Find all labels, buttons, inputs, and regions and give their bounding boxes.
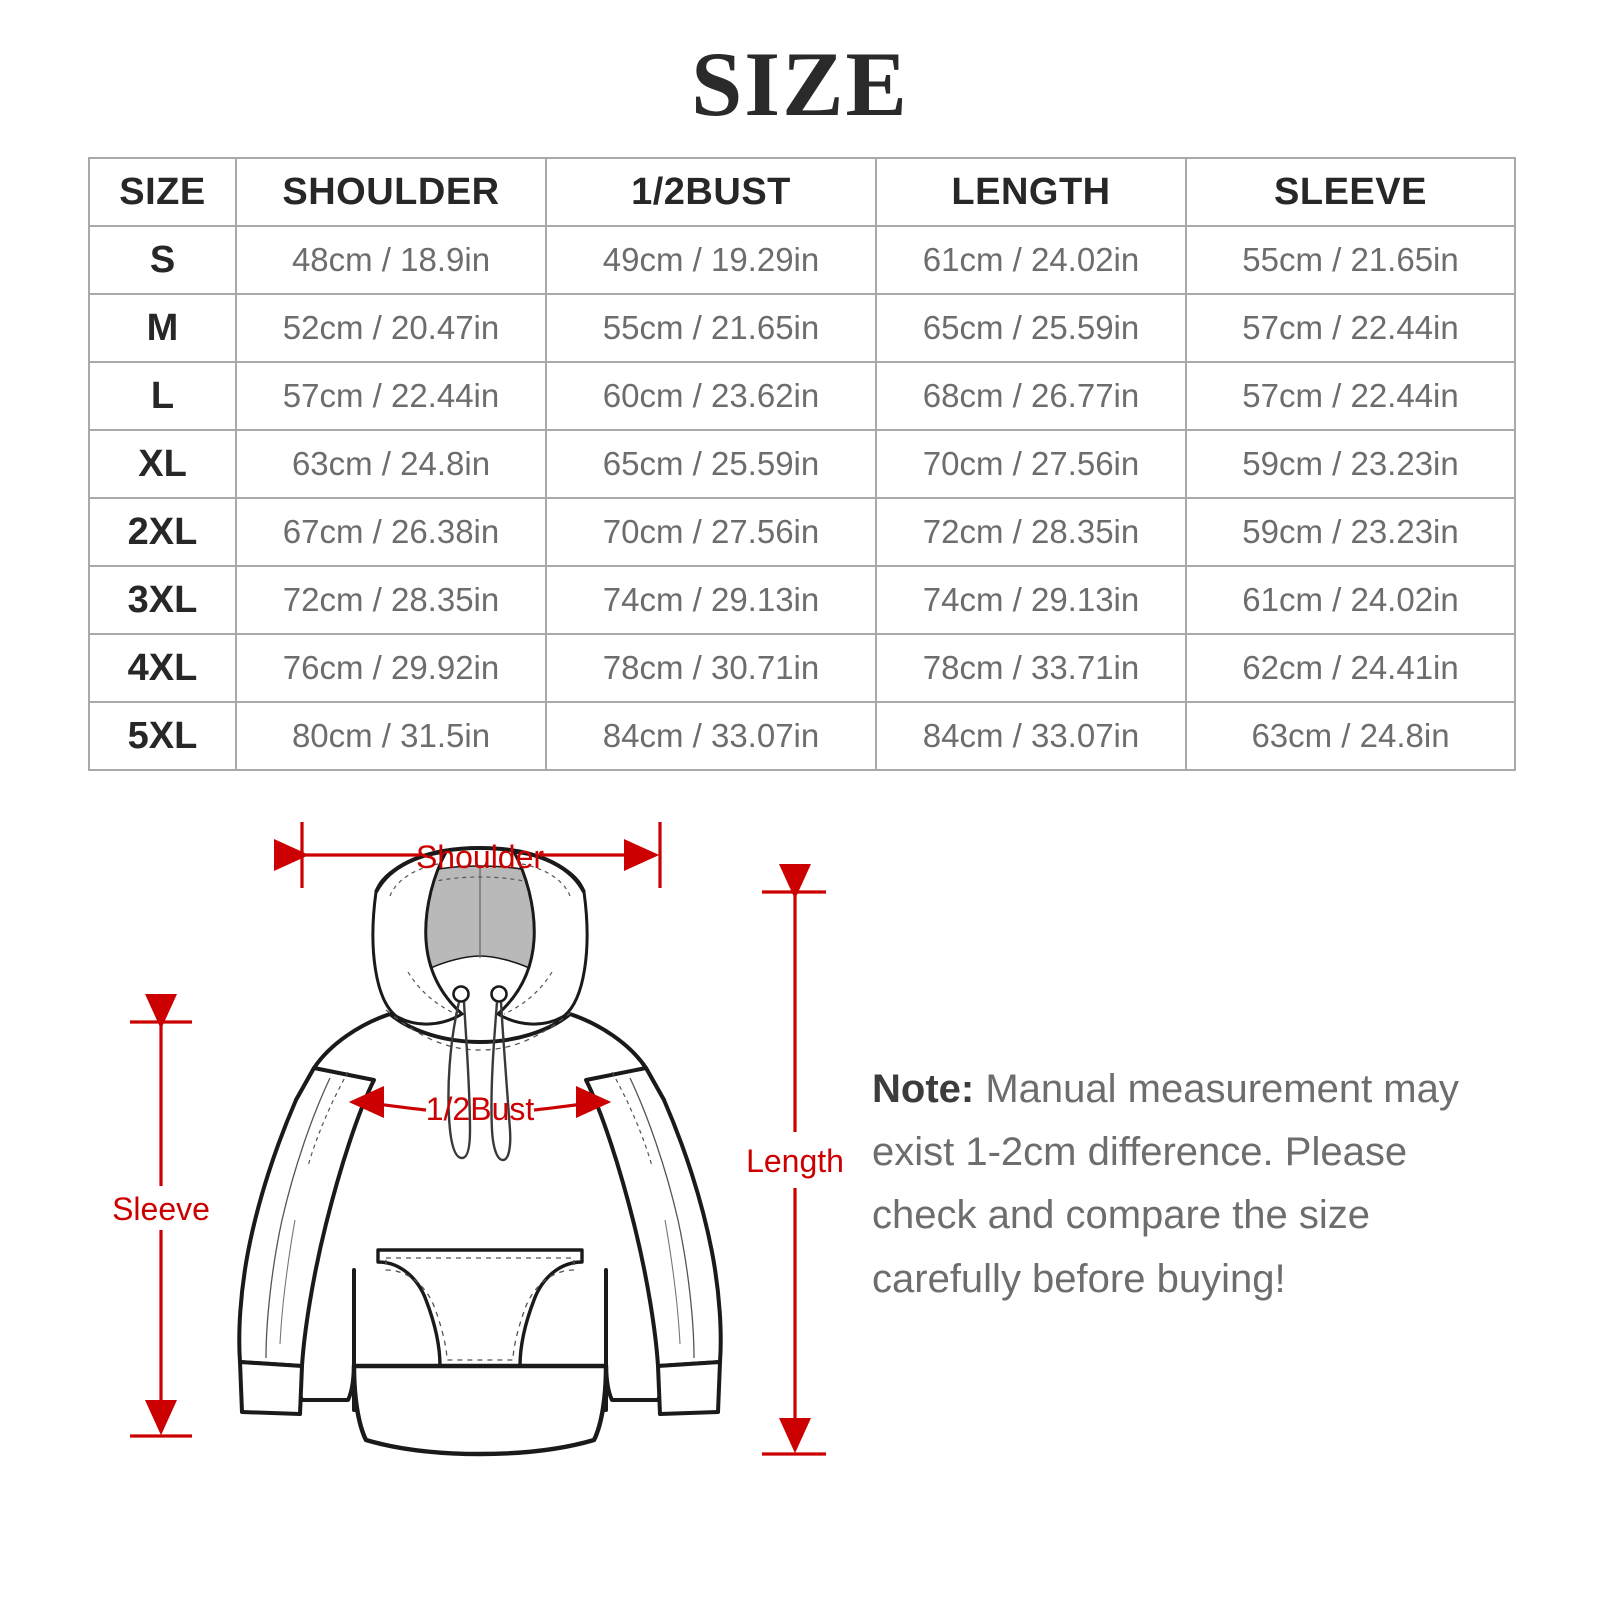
shoulder-measurement-arrow [274, 822, 662, 888]
cell-sleeve: 59cm / 23.23in [1185, 497, 1516, 567]
length-measurement-arrow [762, 864, 826, 1456]
table-row: S 48cm / 18.9in 49cm / 19.29in 61cm / 24… [88, 225, 1516, 295]
cell-size: 3XL [88, 565, 237, 635]
cell-bust: 84cm / 33.07in [545, 701, 877, 771]
cell-size: XL [88, 429, 237, 499]
cell-size: M [88, 293, 237, 363]
shoulder-label: Shoulder [416, 839, 544, 875]
hoodie-measurement-illustration: Shoulder 1/2Bust Length Sleeve [90, 800, 850, 1500]
cell-length: 72cm / 28.35in [875, 497, 1187, 567]
size-chart-table: SIZE SHOULDER 1/2BUST LENGTH SLEEVE S 48… [88, 157, 1516, 771]
bust-label: 1/2Bust [426, 1091, 535, 1127]
table-row: 4XL 76cm / 29.92in 78cm / 30.71in 78cm /… [88, 633, 1516, 703]
cell-bust: 74cm / 29.13in [545, 565, 877, 635]
sleeve-label: Sleeve [112, 1191, 210, 1227]
cell-shoulder: 63cm / 24.8in [235, 429, 547, 499]
cell-length: 70cm / 27.56in [875, 429, 1187, 499]
cell-sleeve: 55cm / 21.65in [1185, 225, 1516, 295]
cell-shoulder: 48cm / 18.9in [235, 225, 547, 295]
cell-bust: 70cm / 27.56in [545, 497, 877, 567]
cell-size: S [88, 225, 237, 295]
table-row: M 52cm / 20.47in 55cm / 21.65in 65cm / 2… [88, 293, 1516, 363]
cell-length: 68cm / 26.77in [875, 361, 1187, 431]
table-header-row: SIZE SHOULDER 1/2BUST LENGTH SLEEVE [88, 157, 1516, 227]
cell-bust: 55cm / 21.65in [545, 293, 877, 363]
column-header-sleeve: SLEEVE [1185, 157, 1516, 227]
cell-sleeve: 59cm / 23.23in [1185, 429, 1516, 499]
table-row: 3XL 72cm / 28.35in 74cm / 29.13in 74cm /… [88, 565, 1516, 635]
column-header-size: SIZE [88, 157, 237, 227]
measurement-note: Note: Manual measurement may exist 1-2cm… [872, 1058, 1492, 1311]
bust-measurement-arrow [348, 1086, 612, 1119]
cell-length: 65cm / 25.59in [875, 293, 1187, 363]
table-row: 2XL 67cm / 26.38in 70cm / 27.56in 72cm /… [88, 497, 1516, 567]
bottom-hem [351, 1363, 609, 1457]
cell-shoulder: 72cm / 28.35in [235, 565, 547, 635]
cell-sleeve: 57cm / 22.44in [1185, 361, 1516, 431]
cell-shoulder: 76cm / 29.92in [235, 633, 547, 703]
column-header-length: LENGTH [875, 157, 1187, 227]
cell-sleeve: 61cm / 24.02in [1185, 565, 1516, 635]
right-cuff [656, 1360, 722, 1416]
table-row: XL 63cm / 24.8in 65cm / 25.59in 70cm / 2… [88, 429, 1516, 499]
cell-shoulder: 57cm / 22.44in [235, 361, 547, 431]
note-label: Note: [872, 1067, 975, 1111]
column-header-shoulder: SHOULDER [235, 157, 547, 227]
cell-shoulder: 52cm / 20.47in [235, 293, 547, 363]
column-header-bust: 1/2BUST [545, 157, 877, 227]
cell-length: 84cm / 33.07in [875, 701, 1187, 771]
length-label: Length [746, 1143, 844, 1179]
table-row: L 57cm / 22.44in 60cm / 23.62in 68cm / 2… [88, 361, 1516, 431]
cell-shoulder: 80cm / 31.5in [235, 701, 547, 771]
cell-length: 61cm / 24.02in [875, 225, 1187, 295]
cell-bust: 65cm / 25.59in [545, 429, 877, 499]
cell-sleeve: 57cm / 22.44in [1185, 293, 1516, 363]
size-chart-table-container: SIZE SHOULDER 1/2BUST LENGTH SLEEVE S 48… [88, 157, 1516, 771]
sleeve-measurement-arrow [130, 994, 192, 1438]
cell-sleeve: 62cm / 24.41in [1185, 633, 1516, 703]
cell-length: 74cm / 29.13in [875, 565, 1187, 635]
cell-bust: 78cm / 30.71in [545, 633, 877, 703]
cell-bust: 60cm / 23.62in [545, 361, 877, 431]
cell-size: 5XL [88, 701, 237, 771]
drawstrings [447, 985, 512, 1162]
hoodie-garment-drawing [237, 845, 723, 1457]
note-text: Manual measurement may exist 1-2cm diffe… [872, 1067, 1459, 1301]
cell-shoulder: 67cm / 26.38in [235, 497, 547, 567]
table-row: 5XL 80cm / 31.5in 84cm / 33.07in 84cm / … [88, 701, 1516, 771]
cell-bust: 49cm / 19.29in [545, 225, 877, 295]
cell-size: L [88, 361, 237, 431]
cell-length: 78cm / 33.71in [875, 633, 1187, 703]
cell-size: 4XL [88, 633, 237, 703]
left-cuff [238, 1360, 304, 1416]
page-title: SIZE [691, 33, 909, 135]
cell-size: 2XL [88, 497, 237, 567]
cell-sleeve: 63cm / 24.8in [1185, 701, 1516, 771]
